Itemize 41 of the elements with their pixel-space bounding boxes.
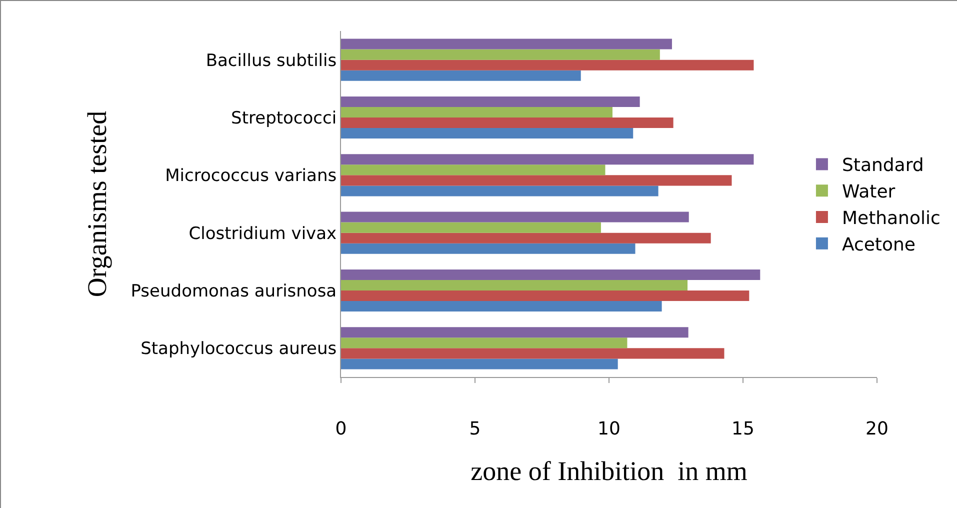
y-tick-label: Staphylococcus aureus [140,339,337,360]
x-tick-label: 5 [469,418,481,440]
x-tick-label: 15 [732,418,754,440]
bar [341,175,732,186]
x-axis-title: zone of Inhibition in mm [470,456,748,486]
bar [341,118,674,128]
bar [341,243,636,254]
x-tick-label: 0 [335,418,347,440]
bar [341,212,689,222]
y-tick-label: Streptococci [231,108,337,128]
bar [341,106,612,118]
bar [341,232,711,244]
legend-label: Water [842,182,896,203]
bar [341,269,760,280]
bar [341,186,658,196]
bar [341,327,688,338]
y-axis-title: Organisms tested [82,110,112,298]
y-tick-label: Pseudomonas aurisnosa [130,281,337,302]
bar [341,348,724,359]
bar [341,290,750,302]
bar [341,154,754,165]
y-tick-label: Bacillus subtilis [206,50,337,71]
bar [341,128,634,139]
bar [341,38,672,50]
bar [341,49,660,60]
bar [341,164,606,176]
y-tick-label: Clostridium vivax [188,224,337,244]
x-tick-label: 10 [598,418,620,440]
x-tick-label: 20 [866,418,888,440]
y-tick-label: Micrococcus varians [165,166,337,186]
bar [341,60,754,70]
bar [341,222,601,233]
legend-label: Acetone [842,234,916,256]
bar [341,70,581,81]
bar [341,301,662,312]
legend-label: Standard [842,155,924,176]
legend-label: Methanolic [842,208,940,230]
bar [341,358,618,370]
bar [341,338,628,348]
bar [341,280,688,290]
bar [341,96,640,107]
